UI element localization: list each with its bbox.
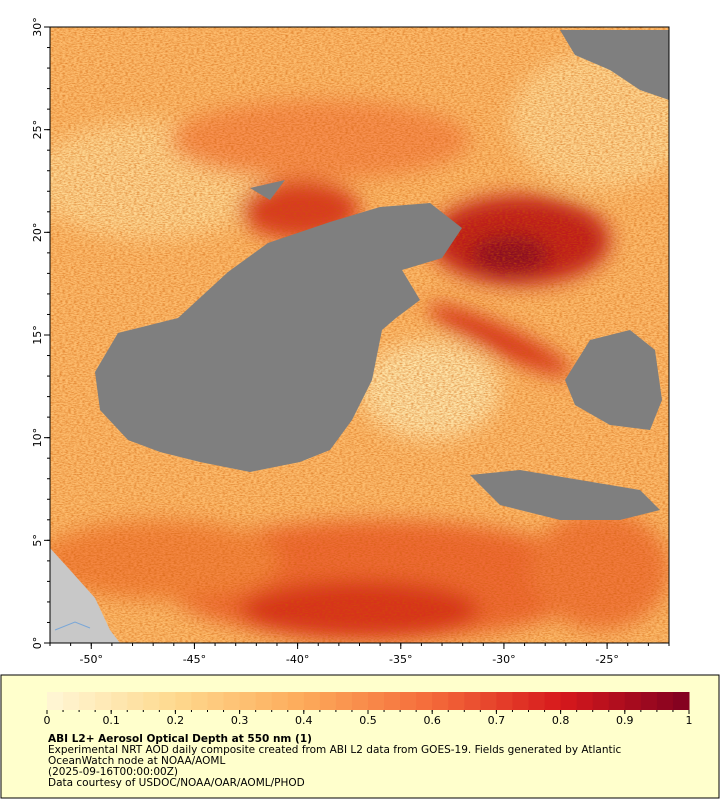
colorbar-swatch [512,692,529,710]
caption-line: Data courtesy of USDOC/NOAA/OAR/AOML/PHO… [48,777,305,789]
colorbar-swatch [207,692,225,710]
colorbar-swatch [464,692,481,710]
colorbar-swatch [624,692,642,710]
colorbar-swatch [175,692,192,710]
lon-tick-label: -40° [286,653,309,666]
colorbar-swatch [592,692,610,710]
colorbar-tick-label: 1 [686,714,693,727]
colorbar-tick-label: 0.1 [102,714,120,727]
colorbar-swatch [384,692,401,710]
colorbar-tick-label: 0.6 [423,714,441,727]
colorbar-swatch [191,692,208,710]
colorbar-swatch [239,692,257,710]
colorbar-swatch [544,692,562,710]
colorbar-swatch [560,692,578,710]
colorbar-swatch [111,692,128,710]
colorbar-tick-label: 0.9 [616,714,634,727]
colorbar-tick-label: 0.7 [488,714,506,727]
colorbar-swatch [63,692,80,710]
colorbar-swatch [319,692,337,710]
colorbar-swatch [223,692,241,710]
lat-tick-label: 10° [31,428,44,448]
caption-line: (2025-09-16T00:00:00Z) [48,766,178,778]
lon-tick-label: -50° [80,653,103,666]
colorbar-swatch [416,692,433,710]
lon-tick-label: -45° [183,653,206,666]
caption-title: ABI L2+ Aerosol Optical Depth at 550 nm … [48,733,312,745]
lon-tick-label: -30° [492,653,515,666]
colorbar-swatch [608,692,626,710]
colorbar-swatch [95,692,112,710]
lat-tick-label: 25° [31,120,44,140]
lat-tick-label: 20° [31,223,44,243]
colorbar-swatch [672,692,690,710]
colorbar-swatch [271,692,289,710]
colorbar-tick-label: 0.3 [231,714,249,727]
colorbar-tick-label: 0 [44,714,51,727]
colorbar-tick-label: 0.4 [295,714,313,727]
colorbar-swatch [368,692,385,710]
caption-line: Experimental NRT AOD daily composite cre… [48,744,622,756]
colorbar-tick-label: 0.2 [167,714,185,727]
colorbar-swatch [303,692,321,710]
colorbar-swatch [656,692,674,710]
colorbar-swatch [143,692,160,710]
colorbar-swatch [159,692,176,710]
colorbar-tick-label: 0.5 [359,714,377,727]
colorbar-swatch [448,692,465,710]
colorbar-swatch [127,692,144,710]
colorbar-swatch [287,692,305,710]
lon-tick-label: -25° [595,653,618,666]
colorbar-swatch [400,692,417,710]
colorbar-swatch [79,692,96,710]
map-field [50,27,669,643]
lat-tick-label: 5° [31,534,44,547]
lon-tick-label: -35° [389,653,412,666]
colorbar-swatch [496,692,513,710]
colorbar-swatch [335,692,353,710]
lat-tick-label: 15° [31,325,44,345]
colorbar-swatch [47,692,64,710]
lat-tick-label: 30° [31,17,44,37]
colorbar-swatch [432,692,449,710]
colorbar-swatch [351,692,369,710]
colorbar-swatch [528,692,546,710]
colorbar-swatch [576,692,594,710]
colorbar-swatch [640,692,658,710]
caption-line: OceanWatch node at NOAA/AOML [48,755,225,767]
colorbar-tick-label: 0.8 [552,714,570,727]
colorbar-swatch [480,692,497,710]
lat-tick-label: 0° [31,637,44,650]
colorbar-swatch [255,692,273,710]
